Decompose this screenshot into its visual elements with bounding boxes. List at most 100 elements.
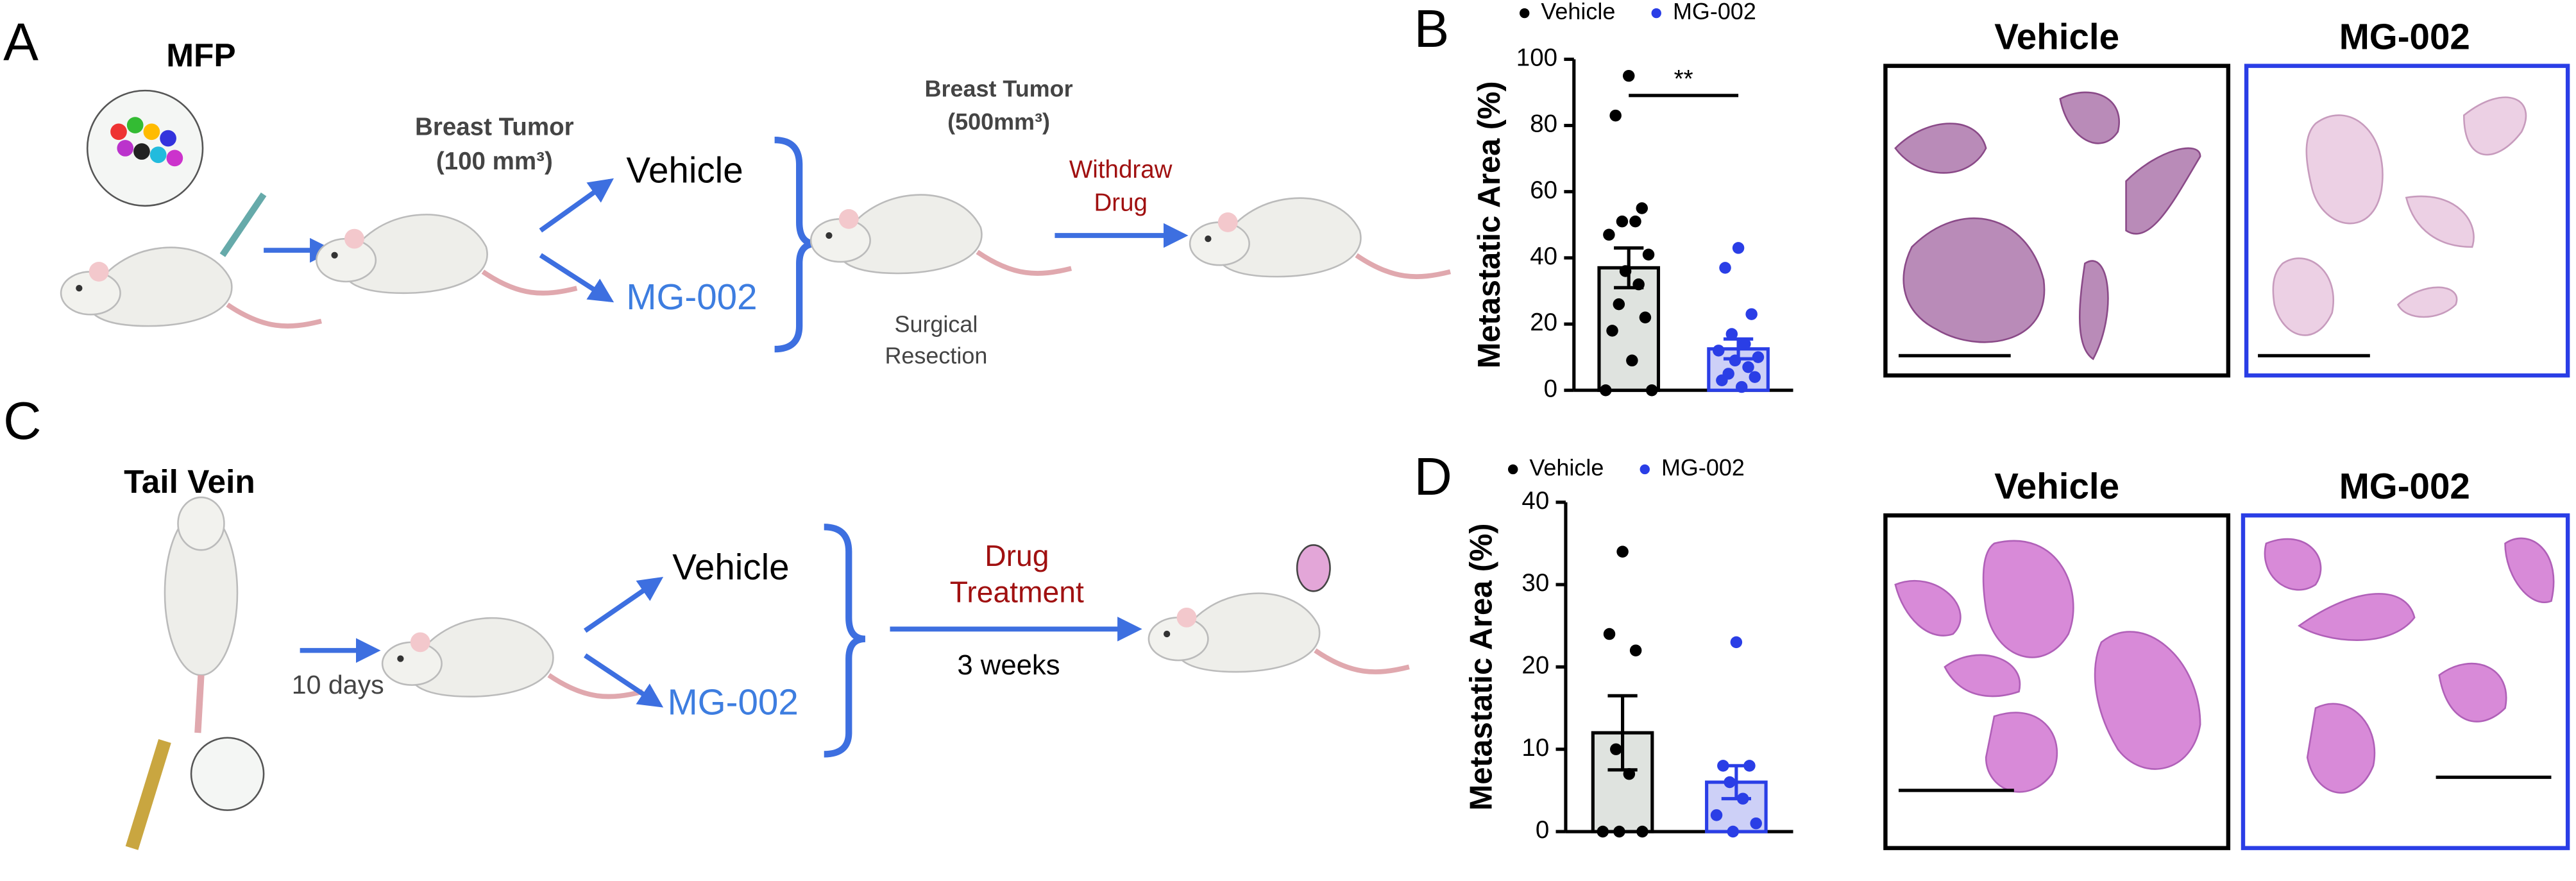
y-tick-label: 0 <box>1544 375 1557 402</box>
bracket <box>824 524 866 758</box>
data-point <box>1626 354 1638 367</box>
data-point <box>1717 760 1729 772</box>
arm-label: MG-002 <box>626 277 757 317</box>
data-point <box>1639 311 1652 323</box>
arrow <box>539 178 614 233</box>
data-point <box>1710 809 1723 821</box>
panel-label: D <box>1414 448 1452 506</box>
data-point <box>1713 345 1725 357</box>
data-point <box>1724 776 1736 789</box>
image-title: MG-002 <box>2339 466 2470 506</box>
data-point <box>1636 202 1648 214</box>
legend-label: MG-002 <box>1673 0 1756 24</box>
arrow <box>583 576 664 633</box>
data-point <box>1619 265 1632 277</box>
data-point <box>1597 825 1609 838</box>
syringe <box>125 739 171 850</box>
tissue <box>2272 96 2527 336</box>
y-tick-label: 20 <box>1521 652 1549 680</box>
mouse <box>316 214 577 293</box>
y-tick-label: 40 <box>1521 487 1549 515</box>
mouse <box>61 248 321 326</box>
time-label: 10 days <box>292 670 384 699</box>
data-point <box>1743 760 1756 772</box>
legend-label: MG-002 <box>1661 454 1745 481</box>
y-tick-label: 60 <box>1530 176 1557 204</box>
data-point <box>1610 743 1622 755</box>
data-point <box>1730 636 1743 649</box>
image-title: Vehicle <box>1994 17 2119 57</box>
lung-icon <box>1296 544 1331 592</box>
mouse <box>382 618 643 696</box>
arm-label: MG-002 <box>668 681 799 722</box>
cells <box>110 117 183 167</box>
y-axis-label: Metastatic Area (%) <box>1472 81 1507 368</box>
step-label: Resection <box>885 342 987 368</box>
y-tick-label: 40 <box>1530 243 1557 270</box>
data-point <box>1729 354 1741 367</box>
histology: Vehicle MG-002 Vehicle MG-002 <box>1883 17 2570 850</box>
data-point <box>1727 825 1739 838</box>
site-label: MFP <box>166 37 235 73</box>
step-label: Drug <box>1094 189 1148 216</box>
tumor-label: Breast Tumor <box>925 76 1073 102</box>
data-point <box>1745 308 1758 320</box>
cell-inset <box>190 737 265 811</box>
panel-c: C Tail Vein 10 days Vehicle MG-002 Drug … <box>3 392 1409 850</box>
data-point <box>1739 338 1751 350</box>
data-point <box>1636 825 1648 838</box>
mouse <box>811 195 1071 273</box>
tissue <box>1894 91 2201 361</box>
y-tick-label: 100 <box>1516 44 1557 72</box>
data-point <box>1719 262 1731 274</box>
legend-marker <box>1508 464 1518 475</box>
data-point <box>1735 381 1748 393</box>
step-label: Treatment <box>950 576 1084 609</box>
data-point <box>1732 242 1745 254</box>
y-tick-label: 20 <box>1530 309 1557 336</box>
y-tick-label: 30 <box>1521 569 1549 597</box>
time-label: 3 weeks <box>957 649 1060 681</box>
step-label: Drug <box>985 539 1049 572</box>
bracket <box>774 137 817 353</box>
data-point <box>1632 278 1645 291</box>
legend-marker <box>1640 464 1650 475</box>
image-title: Vehicle <box>1994 466 2119 506</box>
data-point <box>1736 792 1749 805</box>
syringe <box>219 192 267 257</box>
legend-marker <box>1651 8 1661 19</box>
arrow <box>584 653 664 708</box>
tumor-size: (500mm³) <box>947 108 1050 135</box>
data-point <box>1749 371 1761 383</box>
arm-label: Vehicle <box>626 150 743 190</box>
data-point <box>1725 328 1738 340</box>
data-point <box>1613 825 1625 838</box>
data-point <box>1622 69 1635 82</box>
data-point <box>1742 361 1754 373</box>
panel-a: A MFP Breast Tumor (100 mm³) Vehicle MG-… <box>3 13 1450 368</box>
y-axis-label: Metastatic Area (%) <box>1464 523 1498 810</box>
data-point <box>1600 384 1612 397</box>
data-point <box>1613 298 1625 311</box>
tumor-label: Breast Tumor <box>415 113 574 141</box>
arm-label: Vehicle <box>672 547 789 587</box>
data-point <box>1752 351 1765 363</box>
panel-b: B <box>1414 0 1450 58</box>
data-point <box>1623 767 1636 780</box>
data-point <box>1616 215 1629 228</box>
tumor-size: (100 mm³) <box>436 148 553 175</box>
panel-label: B <box>1414 0 1450 58</box>
mouse <box>1190 198 1450 277</box>
step-label: Withdraw <box>1069 156 1173 184</box>
data-point <box>1750 817 1762 830</box>
panel-label: A <box>3 13 38 72</box>
legend-marker <box>1520 8 1530 19</box>
data-point <box>1609 109 1622 122</box>
data-point <box>1616 545 1629 558</box>
legend-label: Vehicle <box>1529 454 1604 481</box>
data-point <box>1716 374 1728 386</box>
panel-d: D <box>1414 448 1452 506</box>
panel-label: C <box>3 392 41 450</box>
